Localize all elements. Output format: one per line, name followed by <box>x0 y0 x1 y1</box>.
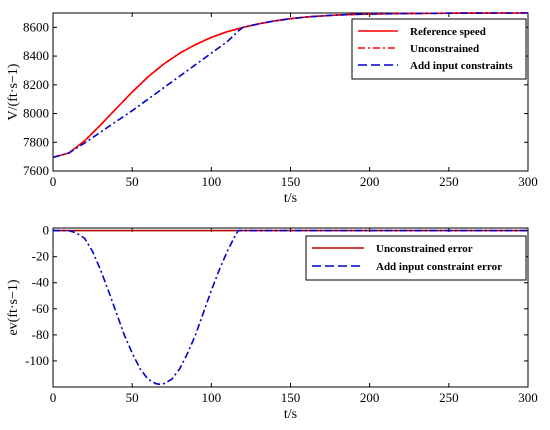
legend-box <box>351 18 527 80</box>
speed-chart: 0 50 100 150 200 250 300 7600 7800 8000 8200 8400 86… <box>6 12 538 206</box>
y-tick-label: -80 <box>32 327 49 342</box>
x-tick-label: 250 <box>439 390 459 405</box>
legend: Reference speed Unconstrained Add input co… <box>351 18 527 80</box>
y-axis-label: ev(ft·s−1) <box>6 279 21 335</box>
x-tick-label: 0 <box>50 174 57 189</box>
series-line-3 <box>53 12 528 159</box>
y-tick-label: 7800 <box>23 134 49 149</box>
x-axis-label: t/s <box>284 191 297 206</box>
x-tick-label: 300 <box>518 390 538 405</box>
legend-entry: Add input constraints <box>410 60 513 72</box>
series-line-2 <box>53 12 528 159</box>
legend-entry: Unconstrained error <box>376 243 473 255</box>
x-tick-label: 300 <box>518 174 538 189</box>
y-tick-label: 0 <box>43 223 50 238</box>
y-tick-label: 8600 <box>23 19 49 34</box>
y-tick-label: 8000 <box>23 106 49 121</box>
y-axis-label: V/(ft·s−1) <box>6 63 21 120</box>
x-tick-label: 50 <box>126 174 139 189</box>
x-tick-label: 150 <box>281 390 301 405</box>
x-tick-label: 200 <box>360 390 380 405</box>
x-tick-label: 250 <box>439 174 459 189</box>
legend-entry: Unconstrained <box>410 43 479 55</box>
y-tick-label: 8400 <box>23 48 49 63</box>
x-tick-label: 50 <box>126 390 139 405</box>
error-chart: 0 50 100 150 200 250 300 -100 -80 -60 -40 -20 0 t/s ev… <box>6 223 538 422</box>
y-tick-label: 8200 <box>23 77 49 92</box>
y-tick-label: -100 <box>25 353 49 368</box>
x-tick-label: 0 <box>50 390 57 405</box>
y-tick-label: -60 <box>32 301 49 316</box>
series-line-2 <box>53 229 528 386</box>
y-tick-label: -40 <box>32 275 49 290</box>
y-tick-label: -20 <box>32 249 49 264</box>
x-tick-label: 200 <box>360 174 380 189</box>
legend: Unconstrained error Add input constraint … <box>305 235 527 281</box>
x-axis-label: t/s <box>284 407 297 422</box>
x-tick-label: 150 <box>281 174 301 189</box>
x-tick-label: 100 <box>202 174 222 189</box>
x-tick-label: 100 <box>202 390 222 405</box>
legend-box <box>305 235 527 281</box>
legend-entry: Reference speed <box>410 26 486 38</box>
legend-entry: Add input constraint error <box>376 261 502 273</box>
y-tick-label: 7600 <box>23 163 49 178</box>
